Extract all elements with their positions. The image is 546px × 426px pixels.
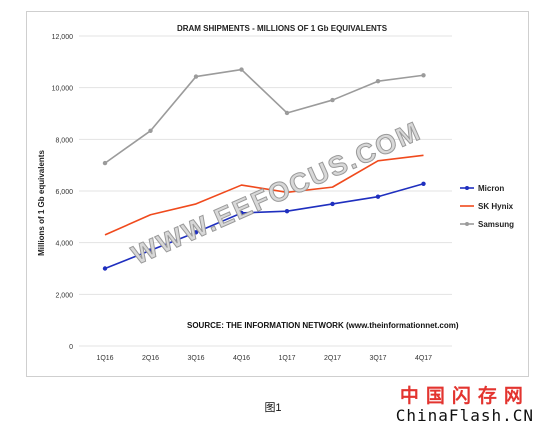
x-tick-label: 3Q16 [187, 355, 204, 362]
data-point-micron [148, 248, 153, 253]
y-tick-label: 12,000 [52, 34, 74, 41]
legend-marker-samsung [465, 222, 469, 226]
data-point-micron [421, 181, 426, 186]
legend-label-sk-hynix: SK Hynix [478, 202, 514, 211]
line-chart: 0 2,000 4,000 6,000 8,000 10,000 12,000 1Q16 2Q… [37, 24, 514, 362]
brand-logo-en: ChinaFlash.CN [395, 406, 534, 425]
brand-logo-cn: 中国闪存网 [399, 385, 530, 407]
x-axis-ticks: 1Q16 2Q16 3Q16 4Q16 1Q17 2Q17 3Q17 4Q17 [96, 355, 432, 362]
y-tick-label: 10,000 [52, 86, 74, 93]
data-point-samsung [330, 97, 335, 103]
data-point-micron [193, 230, 199, 235]
figure-caption: 图1 [264, 402, 282, 414]
data-point-samsung [102, 160, 108, 166]
y-tick-label: 4,000 [55, 241, 73, 248]
series-lines [102, 67, 426, 271]
series-line-sk-hynix [104, 154, 424, 236]
x-tick-label: 4Q16 [233, 355, 250, 362]
brand-logo: 中国闪存网 ChinaFlash.CN [396, 381, 534, 425]
data-point-samsung [375, 79, 381, 84]
gridlines [79, 35, 452, 347]
source-annotation: SOURCE: THE INFORMATION NETWORK (www.the… [187, 321, 459, 330]
legend-marker-micron [465, 186, 469, 190]
x-tick-label: 4Q17 [415, 355, 432, 362]
y-axis-ticks: 0 2,000 4,000 6,000 8,000 10,000 12,000 [52, 34, 74, 351]
chart-frame: 0 2,000 4,000 6,000 8,000 10,000 12,000 1Q16 2Q… [26, 11, 529, 377]
data-point-micron [284, 208, 290, 214]
chart-title: DRAM SHIPMENTS - MILLIONS OF 1 Gb EQUIVA… [177, 24, 388, 33]
series-line-samsung [104, 68, 424, 164]
legend-label-micron: Micron [478, 184, 504, 193]
y-tick-label: 8,000 [55, 137, 73, 144]
x-tick-label: 3Q17 [369, 355, 386, 362]
data-point-samsung [239, 67, 244, 72]
data-point-micron [102, 266, 108, 271]
x-tick-label: 2Q16 [142, 355, 159, 362]
y-axis-label: Millions of 1 Gb equivalents [37, 150, 46, 256]
data-point-samsung [284, 110, 290, 116]
y-tick-label: 6,000 [55, 189, 73, 196]
data-point-micron [330, 201, 335, 207]
legend: Micron SK Hynix Samsung [460, 184, 514, 229]
x-tick-label: 2Q17 [324, 355, 341, 362]
data-point-samsung [193, 74, 199, 79]
data-point-samsung [421, 73, 426, 78]
y-tick-label: 2,000 [55, 292, 73, 299]
x-tick-label: 1Q17 [278, 355, 295, 362]
data-point-micron [375, 194, 381, 199]
series-line-micron [104, 182, 424, 270]
legend-label-samsung: Samsung [478, 220, 514, 229]
x-tick-label: 1Q16 [96, 355, 113, 362]
data-point-samsung [148, 128, 153, 134]
y-tick-label: 0 [69, 344, 73, 351]
data-point-micron [239, 210, 244, 216]
